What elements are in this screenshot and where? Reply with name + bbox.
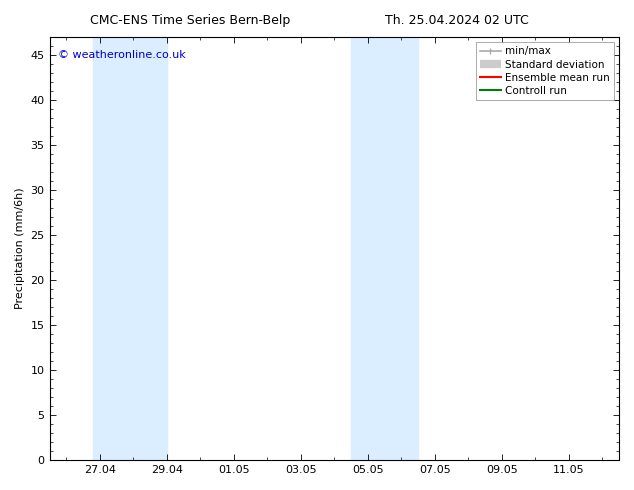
Bar xyxy=(351,37,384,460)
Text: Th. 25.04.2024 02 UTC: Th. 25.04.2024 02 UTC xyxy=(385,14,528,27)
Text: CMC-ENS Time Series Bern-Belp: CMC-ENS Time Series Bern-Belp xyxy=(90,14,290,27)
Bar xyxy=(384,37,418,460)
Y-axis label: Precipitation (mm/6h): Precipitation (mm/6h) xyxy=(15,188,25,309)
Legend: min/max, Standard deviation, Ensemble mean run, Controll run: min/max, Standard deviation, Ensemble me… xyxy=(476,42,614,100)
Bar xyxy=(93,37,167,460)
Text: © weatheronline.co.uk: © weatheronline.co.uk xyxy=(58,50,186,60)
